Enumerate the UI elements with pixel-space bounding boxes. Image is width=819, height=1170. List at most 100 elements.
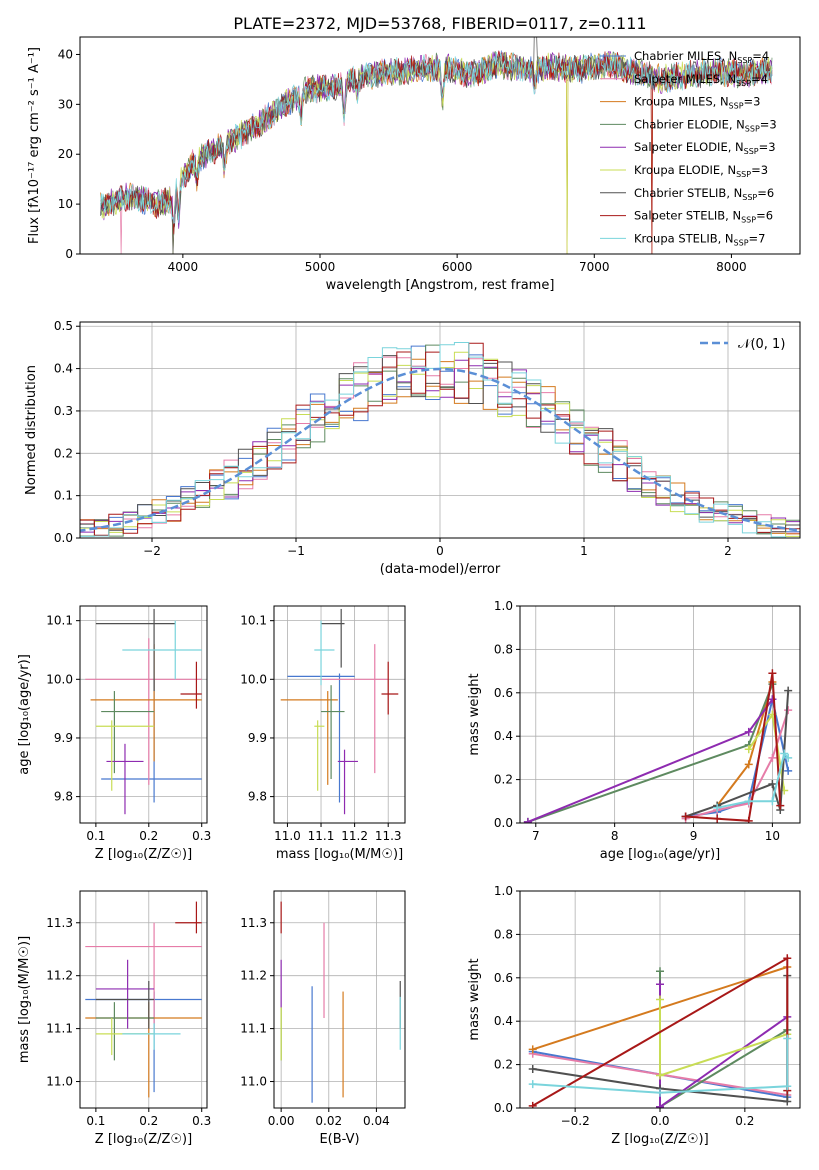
x-tick-label: 9 (690, 829, 698, 843)
legend-label: Kroupa ELODIE, NSSP=3 (634, 163, 768, 179)
weight-marker (780, 749, 789, 758)
y-tick-label: 30 (58, 97, 73, 111)
x-tick-label: 8000 (716, 260, 747, 274)
weight-marker (768, 695, 777, 704)
x-tick-label: 1 (580, 544, 588, 558)
plot-area (100, 37, 773, 254)
y-tick-label: 10.0 (46, 672, 73, 686)
y-axis-label: Normed distribution (24, 365, 39, 495)
x-tick-label: 7000 (579, 260, 610, 274)
x-axis-label: age [log₁₀(age/yr)] (600, 847, 721, 862)
axes-border (79, 36, 801, 255)
y-tick-label: 0.6 (494, 686, 513, 700)
y-tick-label: 11.0 (46, 1075, 73, 1089)
y-tick-label: 0.4 (494, 1014, 513, 1028)
x-tick-label: 7 (532, 829, 540, 843)
y-tick-label: 1.0 (494, 599, 513, 613)
legend-label: Salpeter STELIB, NSSP=6 (634, 209, 773, 225)
y-tick-label: 0.2 (494, 773, 513, 787)
y-tick-label: 40 (58, 47, 73, 61)
x-tick-label: 11.1 (308, 829, 335, 843)
weight-marker (528, 1101, 537, 1108)
y-axis-label: mass weight (467, 673, 482, 755)
y-tick-label: 1.0 (494, 884, 513, 898)
weight-marker (656, 1088, 664, 1097)
x-axis-label: E(B-V) (319, 1132, 359, 1147)
y-tick-label: 10.1 (240, 614, 267, 628)
x-tick-label: 0.02 (315, 1114, 342, 1128)
y-axis-label: age [log₁₀(age/yr)] (17, 654, 32, 775)
legend-label: Chabrier MILES, NSSP=4 (634, 49, 769, 65)
x-tick-label: 0.0 (650, 1114, 669, 1128)
x-axis-label: mass [log₁₀(M/M☉)] (276, 847, 403, 862)
panel-weights_vs_Z: −0.2 0.0 0.2 0.0 0.2 0.4 0.6 0.8 1.0 Z [log₁₀(Z/Z… (467, 884, 801, 1147)
x-tick-label: 8 (611, 829, 619, 843)
weight-marker (783, 954, 792, 963)
y-tick-label: 0.3 (54, 404, 73, 418)
weight-line (532, 1038, 789, 1094)
weight-marker (783, 1034, 792, 1043)
y-tick-label: 0.2 (54, 446, 73, 460)
y-tick-label: 10 (58, 197, 73, 211)
x-tick-label: 0.2 (139, 1114, 158, 1128)
weight-marker (744, 745, 753, 754)
x-tick-label: 0.1 (86, 829, 105, 843)
x-tick-label: 0.1 (86, 1114, 105, 1128)
weight-marker (744, 816, 753, 823)
plot-area (528, 954, 792, 1108)
y-tick-label: 11.3 (240, 916, 267, 930)
y-tick-label: 10.1 (46, 614, 73, 628)
weight-marker (528, 1080, 537, 1089)
panel-mass_vs_EBV: 0.00 0.02 0.04 11.0 11.1 11.2 11.3 E(B-V) (240, 890, 406, 1147)
plot-area (85, 608, 202, 815)
plot-area (80, 342, 800, 538)
weight-line (527, 683, 774, 823)
weight-marker (656, 995, 664, 1004)
plots-layer: 4000 5000 6000 7000 8000010203040wavelength … (17, 36, 801, 1147)
y-tick-label: 11.3 (46, 916, 73, 930)
legend-label: Kroupa MILES, NSSP=3 (634, 95, 760, 111)
weight-marker (768, 753, 777, 762)
axes-frame: 11.0 11.1 11.2 11.3 9.8 9.9 10.0 10.1 mass [log₁… (240, 605, 406, 862)
plot-area (85, 901, 202, 1098)
weight-marker (656, 1102, 664, 1108)
y-tick-label: 11.2 (240, 969, 267, 983)
y-tick-label: 9.8 (248, 790, 267, 804)
x-tick-label: 0.3 (192, 829, 211, 843)
x-tick-label: 0.3 (192, 1114, 211, 1128)
weight-marker (784, 706, 793, 715)
y-tick-label: 0.1 (54, 489, 73, 503)
axes-frame: 0.1 0.2 0.3 9.8 9.9 10.0 10.1 Z [log₁₀(Z/Z☉)] ag… (17, 605, 211, 862)
weight-marker (713, 803, 722, 812)
y-tick-label: 0.6 (494, 971, 513, 985)
figure-title: PLATE=2372, MJD=53768, FIBERID=0117, z=0… (233, 14, 646, 33)
axes-border (273, 890, 406, 1109)
panel-residuals: −2 −1 0 1 2 0.0 0.1 0.2 0.3 0.4 0.5 (data-model)/er… (24, 319, 801, 577)
x-tick-label: −2 (143, 544, 161, 558)
axes-frame: 0.1 0.2 0.3 11.0 11.1 11.2 11.3 Z [log₁₀(Z/Z☉)]… (17, 890, 211, 1147)
axes-frame: 4000 5000 6000 7000 8000 0 10 20 30 40 wavelength … (27, 36, 801, 293)
plot-area (523, 669, 793, 823)
spectrum-legend: Chabrier MILES, NSSP=4 Salpeter MILES, NS… (600, 49, 777, 247)
y-tick-label: 0.4 (494, 729, 513, 743)
x-axis-label: Z [log₁₀(Z/Z☉)] (611, 1132, 708, 1147)
y-tick-label: 0.2 (494, 1058, 513, 1072)
x-axis-label: wavelength [Angstrom, rest frame] (326, 278, 555, 293)
x-tick-label: 11.3 (375, 829, 402, 843)
x-tick-label: 4000 (168, 260, 199, 274)
y-tick-label: 0.5 (54, 319, 73, 333)
axes-frame: −0.2 0.0 0.2 0.0 0.2 0.4 0.6 0.8 1.0 Z [log₁₀(Z/Z… (467, 884, 801, 1147)
axes-border (519, 605, 801, 824)
weight-marker (768, 797, 777, 806)
weight-marker (744, 797, 753, 806)
normal-reference-curve (80, 367, 800, 532)
legend-label: Chabrier ELODIE, NSSP=3 (634, 117, 777, 133)
weight-marker (768, 669, 777, 678)
y-tick-label: 20 (58, 147, 73, 161)
y-tick-label: 11.1 (240, 1022, 267, 1036)
weight-marker (776, 801, 785, 810)
panel-age_vs_Z: 0.1 0.2 0.3 9.8 9.9 10.0 10.1 Z [log₁₀(Z/Z☉)] ag… (17, 605, 211, 862)
legend-label: Chabrier STELIB, NSSP=6 (634, 186, 774, 202)
weight-marker (713, 814, 722, 823)
